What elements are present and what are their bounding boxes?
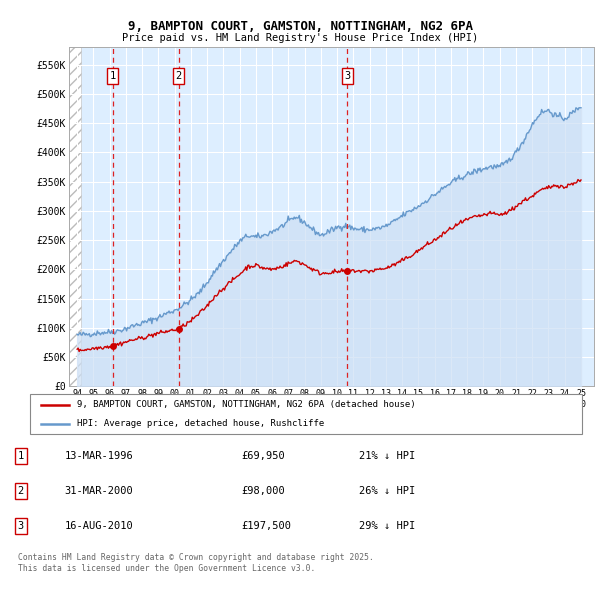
Text: 3: 3	[344, 71, 350, 81]
Text: 9, BAMPTON COURT, GAMSTON, NOTTINGHAM, NG2 6PA: 9, BAMPTON COURT, GAMSTON, NOTTINGHAM, N…	[128, 20, 473, 33]
Text: 1: 1	[17, 451, 24, 461]
Text: 16-AUG-2010: 16-AUG-2010	[65, 521, 134, 531]
Text: £98,000: £98,000	[241, 486, 285, 496]
Text: £69,950: £69,950	[241, 451, 285, 461]
Text: Price paid vs. HM Land Registry's House Price Index (HPI): Price paid vs. HM Land Registry's House …	[122, 34, 478, 43]
Text: 21% ↓ HPI: 21% ↓ HPI	[359, 451, 415, 461]
Text: 9, BAMPTON COURT, GAMSTON, NOTTINGHAM, NG2 6PA (detached house): 9, BAMPTON COURT, GAMSTON, NOTTINGHAM, N…	[77, 400, 416, 409]
Text: £197,500: £197,500	[241, 521, 291, 531]
Text: 2: 2	[17, 486, 24, 496]
Text: 29% ↓ HPI: 29% ↓ HPI	[359, 521, 415, 531]
Text: 31-MAR-2000: 31-MAR-2000	[65, 486, 134, 496]
Text: 1: 1	[110, 71, 116, 81]
Text: 13-MAR-1996: 13-MAR-1996	[65, 451, 134, 461]
Text: 26% ↓ HPI: 26% ↓ HPI	[359, 486, 415, 496]
Text: HPI: Average price, detached house, Rushcliffe: HPI: Average price, detached house, Rush…	[77, 419, 324, 428]
Text: Contains HM Land Registry data © Crown copyright and database right 2025.
This d: Contains HM Land Registry data © Crown c…	[18, 553, 374, 573]
Text: 3: 3	[17, 521, 24, 531]
FancyBboxPatch shape	[30, 394, 582, 434]
Text: 2: 2	[175, 71, 182, 81]
